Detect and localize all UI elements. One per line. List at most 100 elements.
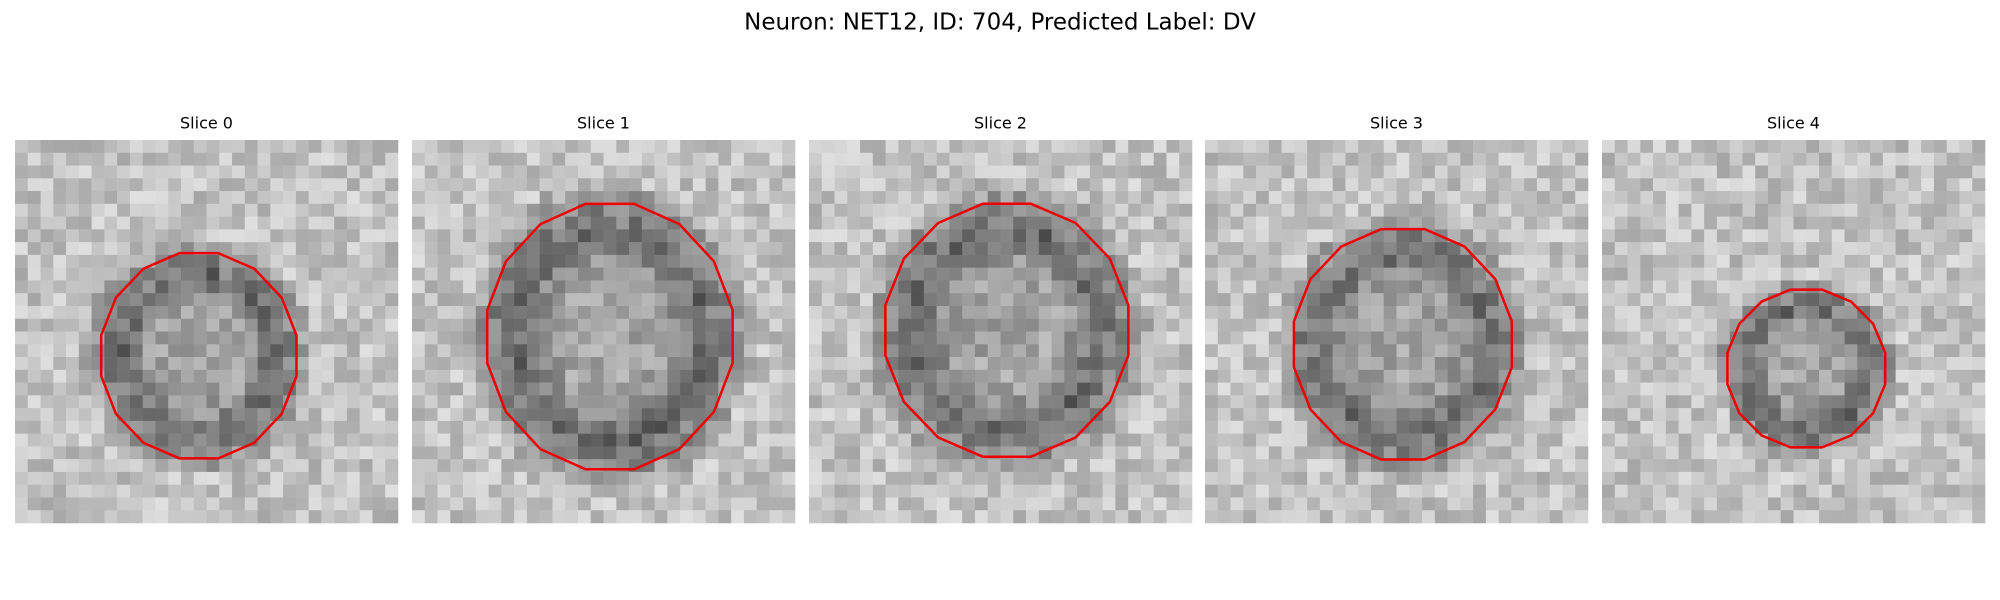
pixel	[1077, 459, 1091, 473]
pixel	[1653, 382, 1667, 396]
pixel	[168, 369, 182, 383]
pixel	[27, 305, 41, 320]
pixel	[1536, 369, 1550, 383]
pixel	[641, 242, 655, 256]
pixel	[1844, 318, 1858, 332]
pixel	[1179, 140, 1193, 154]
pixel	[1536, 382, 1550, 396]
pixel	[424, 318, 438, 332]
pixel	[1946, 267, 1960, 281]
pixel	[1140, 305, 1154, 320]
pixel	[923, 369, 937, 383]
pixel	[1729, 497, 1743, 511]
pixel	[974, 140, 989, 154]
pixel	[911, 318, 925, 332]
pixel	[295, 382, 309, 396]
pixel	[1230, 267, 1244, 281]
pixel	[782, 191, 796, 205]
pixel	[769, 152, 783, 166]
pixel	[756, 446, 770, 460]
pixel	[1946, 471, 1960, 485]
pixel	[1498, 420, 1512, 434]
pixel	[756, 357, 770, 371]
pixel	[756, 318, 770, 332]
pixel	[40, 280, 54, 294]
pixel	[1179, 344, 1193, 358]
pixel	[680, 216, 694, 230]
pixel	[244, 191, 258, 205]
pixel	[1895, 357, 1909, 371]
pixel	[1511, 420, 1525, 434]
pixel	[1230, 165, 1244, 179]
pixel	[27, 216, 41, 230]
pixel	[321, 446, 335, 460]
pixel	[1153, 165, 1167, 179]
pixel	[577, 165, 592, 179]
pixel	[1857, 395, 1871, 409]
pixel	[53, 152, 67, 166]
pixel	[667, 497, 681, 511]
pixel	[1793, 140, 1807, 154]
pixel	[552, 471, 566, 485]
pixel	[1640, 357, 1654, 371]
pixel	[1524, 433, 1538, 447]
pixel	[680, 254, 694, 268]
pixel	[539, 280, 553, 294]
pixel	[180, 344, 195, 358]
pixel	[641, 382, 655, 396]
pixel	[168, 267, 182, 281]
pixel	[104, 369, 118, 383]
pixel	[1243, 446, 1257, 460]
pixel	[641, 497, 655, 511]
pixel	[1307, 178, 1321, 192]
pixel	[923, 165, 937, 179]
pixel	[1243, 471, 1257, 485]
pixel	[743, 331, 757, 345]
pixel	[1217, 229, 1231, 243]
pixel	[1602, 484, 1616, 498]
pixel	[1332, 408, 1346, 422]
pixel	[295, 446, 309, 460]
pixel	[565, 331, 579, 345]
pixel	[463, 433, 477, 447]
pixel	[117, 165, 131, 179]
pixel	[1959, 344, 1973, 358]
pixel	[590, 140, 604, 154]
pixel	[1345, 484, 1359, 498]
pixel	[1691, 318, 1705, 332]
pixel	[962, 471, 976, 485]
pixel	[616, 357, 630, 371]
pixel	[1716, 420, 1730, 434]
pixel	[1038, 395, 1052, 409]
pixel	[1536, 357, 1550, 371]
pixel	[1358, 242, 1372, 256]
pixel	[603, 420, 617, 434]
pixel	[1755, 280, 1769, 294]
pixel	[1294, 242, 1308, 256]
pixel	[283, 229, 297, 243]
pixel	[244, 280, 258, 294]
pixel	[860, 510, 874, 524]
pixel	[949, 471, 963, 485]
pixel	[705, 203, 719, 217]
pixel	[1447, 344, 1461, 358]
pixel	[1166, 229, 1180, 243]
pixel	[1959, 369, 1973, 383]
pixel	[463, 203, 477, 217]
pixel	[1627, 191, 1641, 205]
pixel	[590, 254, 604, 268]
pixel	[1857, 446, 1871, 460]
pixel	[385, 382, 399, 396]
pixel	[962, 178, 976, 192]
pixel	[257, 382, 271, 396]
pixel	[1831, 510, 1845, 524]
pixel	[117, 497, 131, 511]
pixel	[1370, 395, 1385, 409]
pixel	[514, 446, 528, 460]
pixel	[1383, 191, 1397, 205]
pixel	[616, 420, 630, 434]
pixel	[1268, 216, 1282, 230]
pixel	[821, 203, 835, 217]
pixel	[1831, 344, 1845, 358]
pixel	[756, 459, 770, 473]
